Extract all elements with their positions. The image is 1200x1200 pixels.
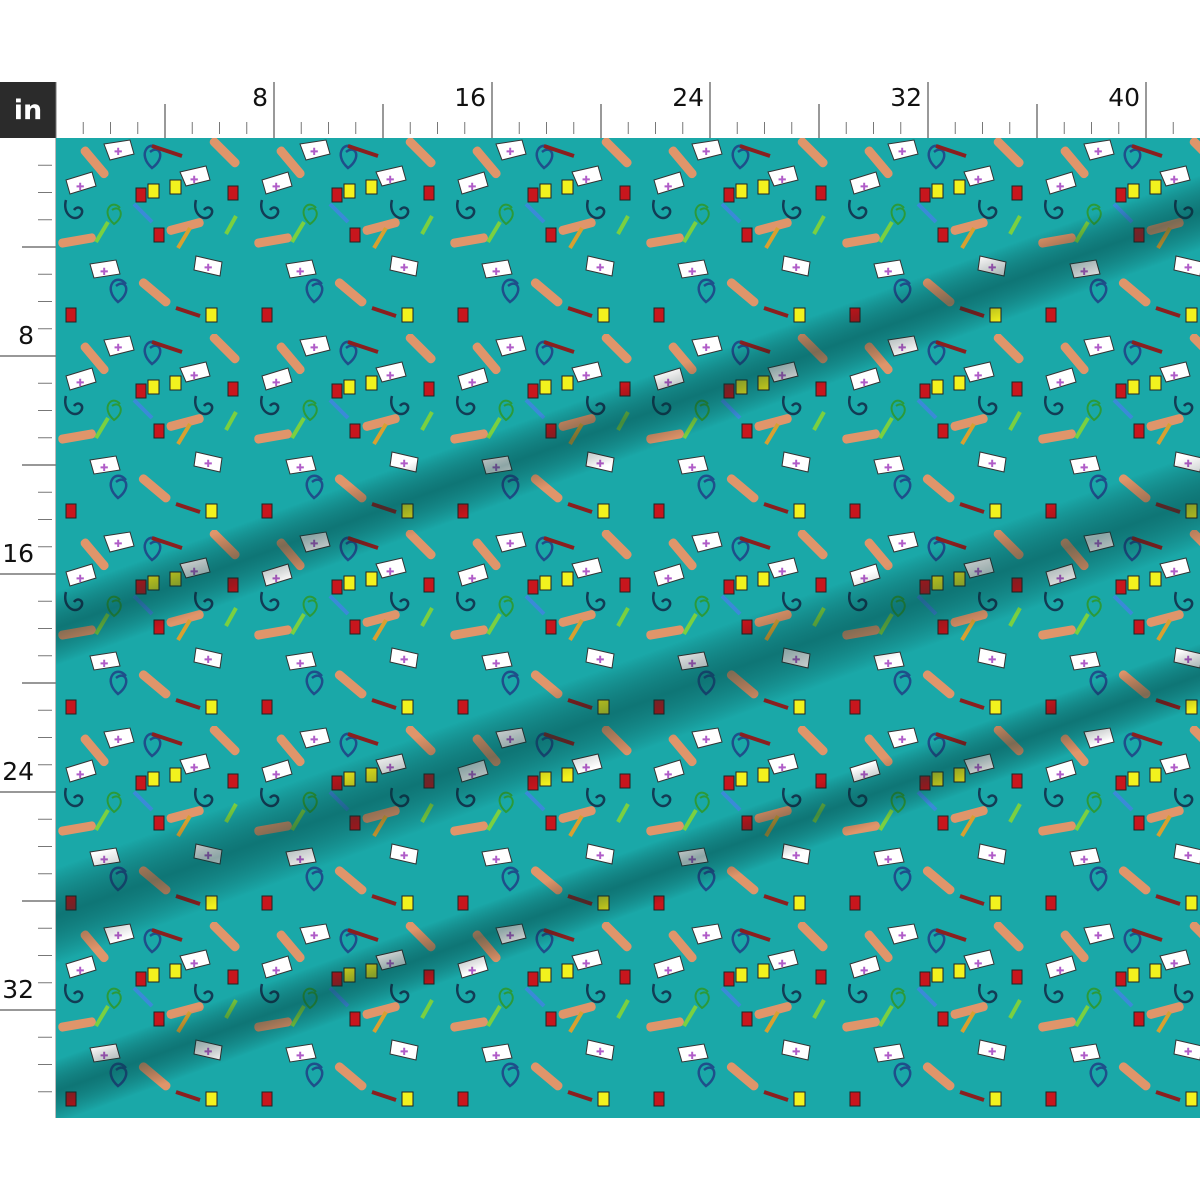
fabric-folds — [56, 138, 1200, 1118]
ruler-label: 8 — [252, 83, 268, 112]
ruler-label: 32 — [890, 83, 922, 112]
ruler-label: 24 — [2, 757, 34, 786]
ruler-label: 40 — [1108, 83, 1140, 112]
unit-label: in — [0, 82, 56, 138]
ruler-label: 8 — [18, 321, 34, 350]
ruler-label: 16 — [2, 539, 34, 568]
ruler-label: 24 — [672, 83, 704, 112]
fabric-preview: ✚ ✚ ✚ ✚ ✚ — [56, 138, 1200, 1118]
ruler-label: 32 — [2, 975, 34, 1004]
ruler-label: 16 — [454, 83, 486, 112]
